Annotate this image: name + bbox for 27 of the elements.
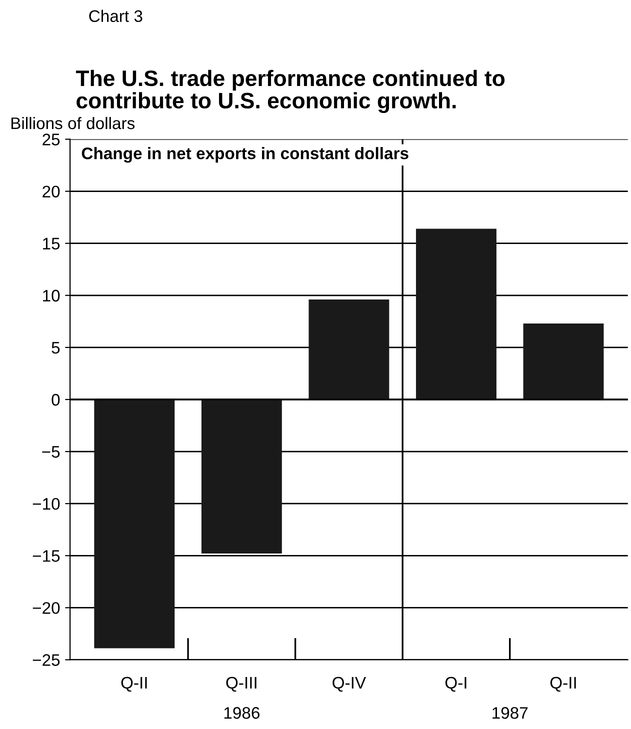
chart-title: The U.S. trade performance continued to contribute to U.S. economic growth. [76, 70, 505, 113]
bar [201, 399, 282, 554]
bar [523, 324, 604, 400]
y-tick-label: 0 [52, 394, 60, 406]
bar [308, 300, 390, 400]
x-tick-label: Q-II [550, 676, 576, 692]
y-tick-label: −20 [32, 602, 60, 614]
y-tick-label: 5 [52, 342, 60, 354]
bar [94, 399, 175, 648]
y-tick-label: −25 [32, 654, 60, 666]
caption: Chart 3 [89, 10, 142, 22]
chart-subtitle: Change in net exports in constant dollars [82, 147, 408, 163]
text: 1987 [492, 707, 528, 719]
text: 1986 [224, 707, 260, 719]
x-tick-label: Q-I [445, 676, 466, 692]
x-tick-label: Q-IV [332, 676, 366, 692]
y-axis-title: Billions of dollars [11, 116, 135, 130]
y-tick-label: 25 [42, 134, 60, 146]
x-tick-label: Q-III [226, 676, 256, 692]
y-tick-label: −5 [42, 446, 60, 458]
x-tick-label: Q-II [121, 676, 147, 692]
y-tick-label: −15 [32, 550, 60, 562]
bar [416, 228, 496, 400]
y-tick-label: −10 [32, 498, 60, 510]
y-tick-label: 15 [43, 238, 60, 250]
y-tick-label: 10 [43, 290, 60, 302]
y-tick-label: 20 [42, 186, 60, 198]
